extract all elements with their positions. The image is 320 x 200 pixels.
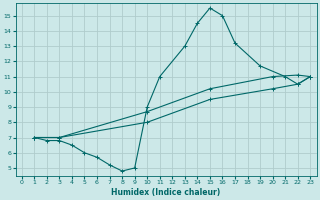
X-axis label: Humidex (Indice chaleur): Humidex (Indice chaleur) bbox=[111, 188, 221, 197]
